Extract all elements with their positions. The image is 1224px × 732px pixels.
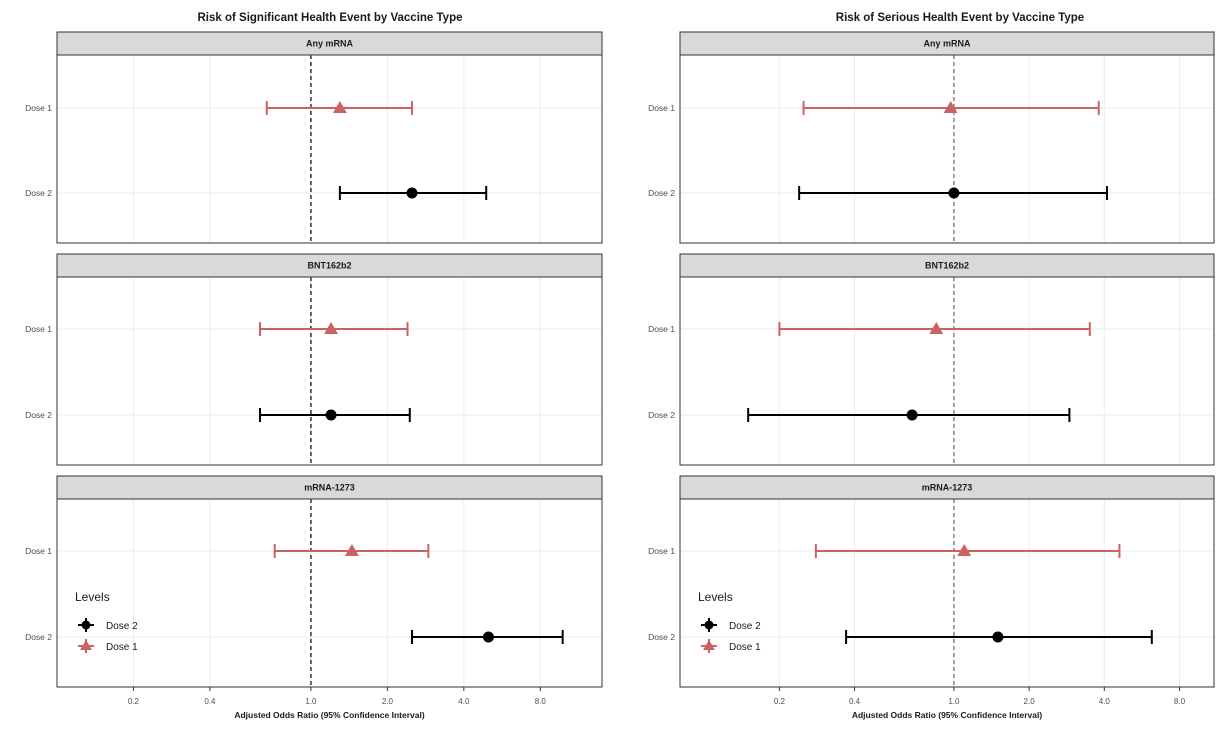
x-axis-label: Adjusted Odds Ratio (95% Confidence Inte…	[234, 710, 425, 720]
x-tick-label: 2.0	[382, 697, 394, 706]
panel-background	[57, 55, 602, 243]
row-label: Dose 2	[648, 632, 675, 642]
row-label: Dose 1	[648, 103, 675, 113]
x-tick-label: 0.2	[774, 697, 786, 706]
panel-border	[56, 54, 603, 244]
x-tick-label: 0.4	[849, 697, 861, 706]
row-label: Dose 1	[25, 103, 52, 113]
point-estimate-triangle	[943, 101, 958, 113]
x-tick-label: 0.2	[128, 697, 140, 706]
row-label: Dose 2	[648, 188, 675, 198]
legend-label: Dose 2	[729, 621, 761, 632]
panel-background	[680, 277, 1214, 465]
panel-border	[679, 276, 1215, 466]
row-label: Dose 1	[648, 324, 675, 334]
legend-key-circle	[704, 620, 714, 630]
legend-key-triangle	[703, 640, 715, 650]
row-label: Dose 1	[648, 546, 675, 556]
legend-label: Dose 2	[106, 621, 138, 632]
legend-title: Levels	[75, 590, 110, 604]
panel-border	[679, 54, 1215, 244]
chart-1: Risk of Significant Health Event by Vacc…	[25, 12, 603, 720]
legend-title: Levels	[698, 590, 733, 604]
facet-strip-label: mRNA-1273	[922, 483, 973, 493]
point-estimate-circle	[325, 409, 337, 421]
x-tick-label: 8.0	[535, 697, 547, 706]
facet-strip-label: Any mRNA	[306, 39, 354, 49]
x-tick-label: 4.0	[458, 697, 470, 706]
x-tick-label: 4.0	[1099, 697, 1111, 706]
chart-title: Risk of Significant Health Event by Vacc…	[198, 12, 463, 24]
point-estimate-circle	[406, 187, 418, 199]
x-tick-label: 0.4	[204, 697, 216, 706]
row-label: Dose 2	[648, 410, 675, 420]
facet-strip-label: mRNA-1273	[304, 483, 355, 493]
row-label: Dose 2	[25, 632, 52, 642]
facet-strip-label: BNT162b2	[925, 261, 969, 271]
x-axis-label: Adjusted Odds Ratio (95% Confidence Inte…	[852, 710, 1043, 720]
point-estimate-circle	[948, 187, 960, 199]
legend-key-circle	[81, 620, 91, 630]
legend: Levels Dose 2 Dose 1	[75, 590, 138, 653]
x-tick-label: 1.0	[948, 697, 960, 706]
facet-panel: Any mRNA	[56, 31, 603, 244]
row-label: Dose 2	[25, 188, 52, 198]
facet-panel: mRNA-1273	[679, 475, 1215, 688]
panel-border	[56, 276, 603, 466]
facet-panel: BNT162b2	[56, 253, 603, 466]
point-estimate-circle	[482, 631, 494, 643]
point-estimate-triangle	[332, 101, 347, 113]
facet-strip-label: BNT162b2	[307, 261, 351, 271]
point-estimate-triangle	[929, 322, 944, 334]
facet-panel: BNT162b2	[679, 253, 1215, 466]
x-tick-label: 1.0	[305, 697, 317, 706]
point-estimate-triangle	[957, 544, 972, 556]
x-tick-label: 8.0	[1174, 697, 1186, 706]
point-estimate-circle	[906, 409, 918, 421]
facet-panel: Any mRNA	[679, 31, 1215, 244]
chart-2: Risk of Serious Health Event by Vaccine …	[648, 12, 1215, 720]
panel-background	[57, 499, 602, 687]
legend-label: Dose 1	[729, 642, 761, 653]
legend-label: Dose 1	[106, 642, 138, 653]
legend: Levels Dose 2 Dose 1	[698, 590, 761, 653]
row-label: Dose 1	[25, 546, 52, 556]
panel-border	[56, 498, 603, 688]
point-estimate-triangle	[344, 544, 359, 556]
chart-title: Risk of Serious Health Event by Vaccine …	[836, 12, 1084, 24]
facet-strip-label: Any mRNA	[923, 39, 971, 49]
x-tick-label: 2.0	[1024, 697, 1036, 706]
panel-border	[679, 498, 1215, 688]
point-estimate-circle	[992, 631, 1004, 643]
row-label: Dose 2	[25, 410, 52, 420]
panel-background	[57, 277, 602, 465]
panel-background	[680, 499, 1214, 687]
legend-key-triangle	[80, 640, 92, 650]
facet-panel: mRNA-1273	[56, 475, 603, 688]
point-estimate-triangle	[324, 322, 339, 334]
panel-background	[680, 55, 1214, 243]
row-label: Dose 1	[25, 324, 52, 334]
